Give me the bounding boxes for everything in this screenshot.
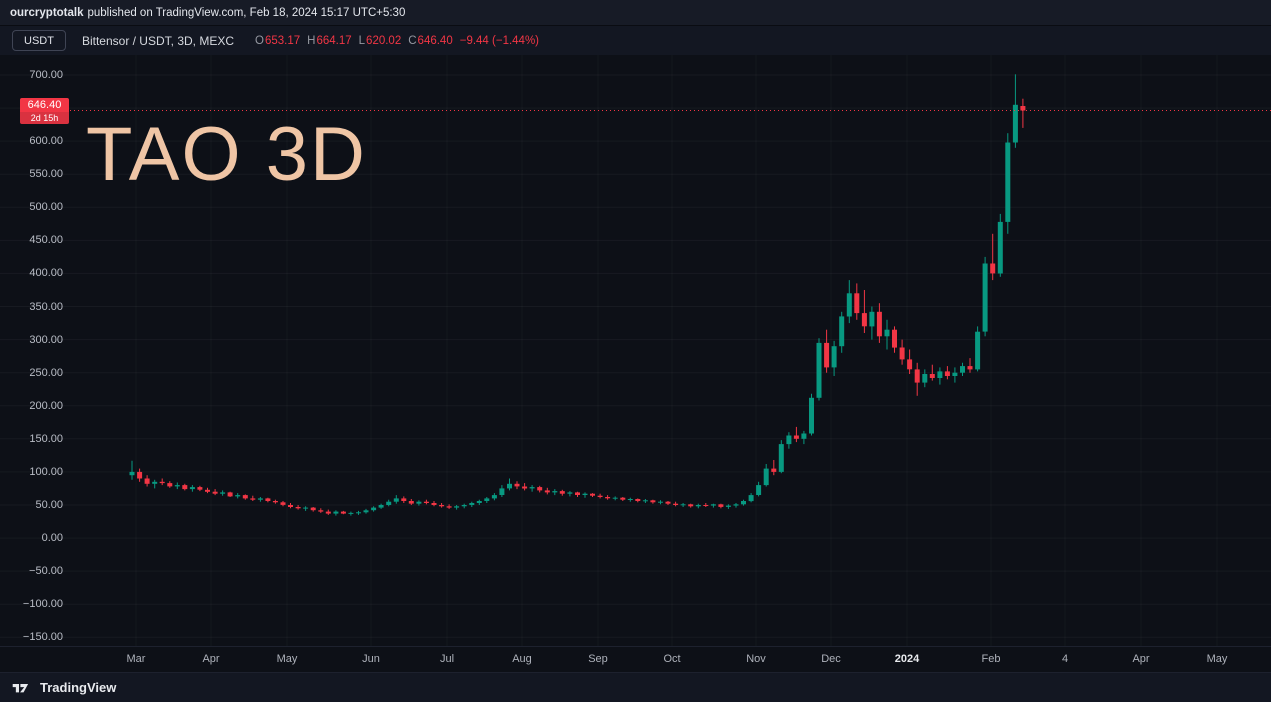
price-axis-label: 550.00 bbox=[29, 168, 63, 181]
time-axis-label[interactable]: Sep bbox=[588, 653, 608, 665]
high-label: H bbox=[307, 34, 316, 47]
time-axis-label[interactable]: Aug bbox=[512, 653, 532, 665]
price-axis-label: 0.00 bbox=[41, 532, 63, 545]
current-price-badge: 646.40 2d 15h bbox=[20, 98, 69, 125]
bar-countdown-label: 2d 15h bbox=[20, 112, 69, 125]
low-label: L bbox=[358, 34, 366, 47]
price-axis-label: −50.00 bbox=[29, 565, 63, 578]
time-axis-label[interactable]: Nov bbox=[746, 653, 766, 665]
chart-toolbar: USDT Bittensor / USDT, 3D, MEXC O 653.17 … bbox=[0, 26, 1271, 55]
high-value: 664.17 bbox=[316, 34, 352, 47]
time-axis-label[interactable]: Jun bbox=[362, 653, 380, 665]
close-label: C bbox=[408, 34, 417, 47]
current-price-label: 646.40 bbox=[20, 98, 69, 113]
time-axis-label[interactable]: Mar bbox=[126, 653, 146, 665]
price-axis-label: 400.00 bbox=[29, 267, 63, 280]
price-axis-label: 50.00 bbox=[35, 498, 63, 511]
time-axis-label[interactable]: Dec bbox=[821, 653, 841, 665]
time-axis-label[interactable]: May bbox=[1206, 653, 1228, 665]
price-axis-label: 500.00 bbox=[29, 201, 63, 214]
chart-area[interactable]: TAO 3D 700.00 600.00 550.00 500.00 450.00 400… bbox=[0, 55, 1271, 646]
tradingview-logo-icon[interactable] bbox=[12, 680, 33, 695]
open-label: O bbox=[255, 34, 264, 47]
time-axis-label[interactable]: Oct bbox=[663, 653, 681, 665]
price-axis-label: 600.00 bbox=[29, 135, 63, 148]
price-axis-label: 250.00 bbox=[29, 366, 63, 379]
attribution-text: published on TradingView.com, Feb 18, 20… bbox=[87, 6, 406, 19]
change-value: −9.44 (−1.44%) bbox=[459, 34, 540, 47]
currency-unit-button[interactable]: USDT bbox=[12, 30, 66, 51]
symbol-title[interactable]: Bittensor / USDT, 3D, MEXC bbox=[81, 33, 234, 48]
footer-bar: TradingView bbox=[0, 672, 1271, 702]
price-axis-label: −150.00 bbox=[22, 631, 63, 644]
time-axis-label[interactable]: May bbox=[276, 653, 298, 665]
price-axis-label: 100.00 bbox=[29, 465, 63, 478]
price-axis[interactable]: 700.00 600.00 550.00 500.00 450.00 400.00 350.… bbox=[0, 55, 68, 646]
close-value: 646.40 bbox=[417, 34, 453, 47]
low-value: 620.02 bbox=[366, 34, 402, 47]
tradingview-brand[interactable]: TradingView bbox=[40, 680, 117, 695]
price-axis-label: 150.00 bbox=[29, 432, 63, 445]
time-axis-label[interactable]: Feb bbox=[981, 653, 1001, 665]
price-axis-label: 700.00 bbox=[29, 69, 63, 81]
time-axis[interactable]: Mar Apr May Jun Jul Aug Sep Oct Nov Dec 2024 Feb 4 Ap… bbox=[0, 646, 1271, 672]
attribution-bar: ourcryptotalk published on TradingView.c… bbox=[0, 0, 1271, 26]
price-axis-label: 200.00 bbox=[29, 399, 63, 412]
open-value: 653.17 bbox=[264, 34, 301, 47]
time-axis-label[interactable]: Apr bbox=[202, 653, 220, 665]
attribution-author: ourcryptotalk bbox=[10, 6, 84, 19]
ohlc-values: O 653.17 H 664.17 L 620.02 C 646.40 −9.44 (−… bbox=[248, 35, 539, 47]
time-axis-label[interactable]: Apr bbox=[1132, 653, 1150, 665]
price-axis-label: 300.00 bbox=[29, 333, 63, 346]
price-axis-label: −100.00 bbox=[22, 598, 63, 611]
price-axis-label: 350.00 bbox=[29, 300, 63, 313]
time-axis-label[interactable]: 4 bbox=[1061, 653, 1069, 665]
candlestick-svg bbox=[0, 74, 1271, 638]
time-axis-label[interactable]: 2024 bbox=[894, 653, 920, 665]
price-axis-label: 450.00 bbox=[29, 234, 63, 247]
time-axis-label[interactable]: Jul bbox=[439, 653, 455, 665]
